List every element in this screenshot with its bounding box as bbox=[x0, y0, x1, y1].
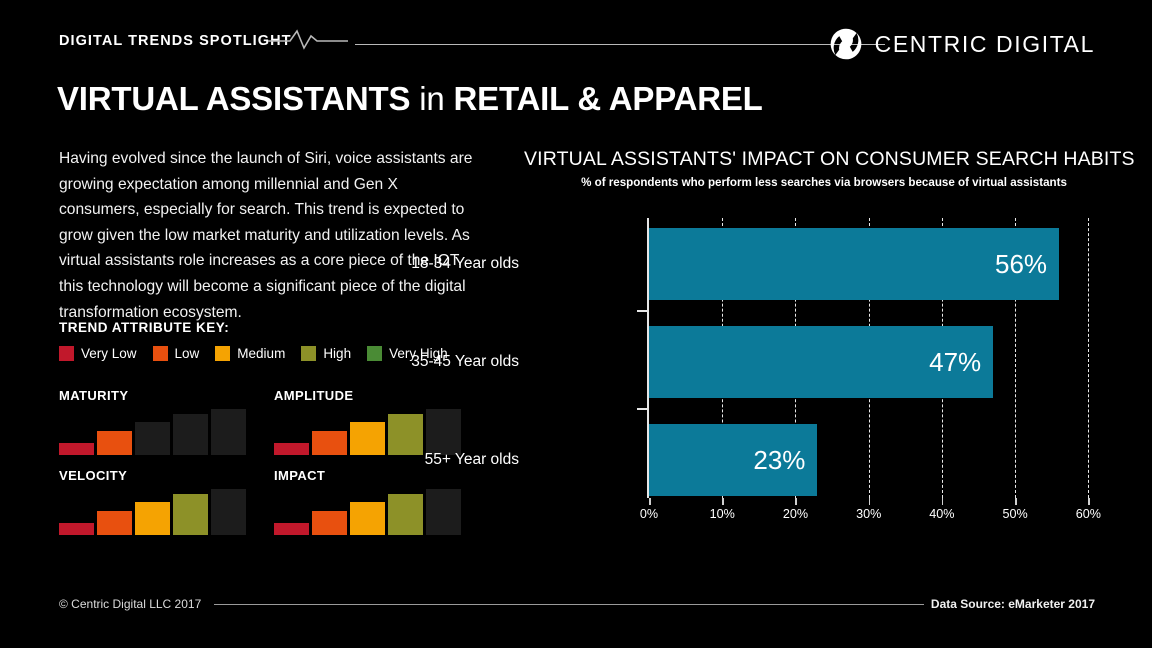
trend-key-swatch bbox=[367, 346, 383, 361]
y-axis-tick bbox=[637, 310, 649, 312]
footer-source: Data Source: eMarketer 2017 bbox=[930, 597, 1095, 611]
attribute-label: AMPLITUDE bbox=[274, 388, 354, 403]
trend-key-legend: Very Low Low Medium High Very High bbox=[59, 346, 464, 361]
chart-subtitle: % of respondents who perform less search… bbox=[581, 176, 1067, 189]
brand-name: CENTRIC DIGITAL bbox=[874, 30, 1095, 57]
pulse-line-icon bbox=[268, 29, 348, 50]
footer-copyright: © Centric Digital LLC 2017 bbox=[59, 597, 202, 611]
attribute-step bbox=[97, 431, 132, 455]
x-axis-tick-label: 40% bbox=[929, 507, 955, 521]
bar-value-label: 56% bbox=[995, 249, 1048, 279]
trend-key-title: TREND ATTRIBUTE KEY: bbox=[59, 320, 230, 335]
attribute-step bbox=[350, 502, 385, 535]
chart-title: VIRTUAL ASSISTANTS' IMPACT ON CONSUMER S… bbox=[524, 148, 1135, 170]
y-axis-tick bbox=[637, 408, 649, 410]
attribute-amplitude: AMPLITUDE bbox=[274, 388, 461, 455]
x-axis-tick bbox=[1015, 498, 1017, 505]
category-label: 35-45 Year olds bbox=[411, 353, 519, 370]
x-axis-tick bbox=[649, 498, 651, 505]
page-title: VIRTUAL ASSISTANTS in RETAIL & APPAREL bbox=[57, 80, 763, 118]
attribute-label: IMPACT bbox=[274, 468, 326, 483]
centric-digital-ring-logo-icon bbox=[830, 28, 861, 60]
trend-key-item: Medium bbox=[215, 346, 285, 361]
attribute-step bbox=[388, 414, 423, 455]
bar-value-label: 47% bbox=[929, 347, 982, 377]
bar: 47% bbox=[649, 326, 994, 398]
attribute-maturity: MATURITY bbox=[59, 388, 246, 455]
gridline bbox=[1015, 218, 1017, 498]
trend-key-label: Very High bbox=[389, 346, 448, 361]
trend-key-swatch bbox=[301, 346, 317, 361]
attribute-step bbox=[135, 502, 170, 535]
page-title-part2: RETAIL & APPAREL bbox=[453, 80, 763, 117]
brand-logo: CENTRIC DIGITAL bbox=[829, 27, 1095, 61]
attribute-step bbox=[350, 422, 385, 455]
attribute-rating-steps bbox=[274, 489, 461, 535]
trend-key-label: Low bbox=[174, 346, 200, 361]
trend-key-swatch bbox=[59, 346, 74, 361]
spotlight-kicker: DIGITAL TRENDS SPOTLIGHT bbox=[59, 33, 292, 49]
x-axis-tick bbox=[1088, 498, 1090, 505]
trend-key-item: High bbox=[301, 346, 351, 361]
x-axis-tick-label: 20% bbox=[782, 507, 809, 521]
x-axis: 0% 10% 20% 30% 40% 50% 60% bbox=[525, 498, 1105, 528]
x-axis-tick-label: 60% bbox=[1075, 507, 1101, 521]
bar: 56% bbox=[649, 228, 1060, 300]
category-label: 18-34 Year olds bbox=[411, 255, 519, 272]
attribute-step bbox=[274, 523, 309, 535]
attribute-step bbox=[97, 511, 132, 535]
trend-key-label: Medium bbox=[237, 346, 286, 361]
attribute-step bbox=[274, 443, 309, 455]
category-label: 55+ Year olds bbox=[424, 451, 519, 468]
x-axis-tick-label: 10% bbox=[709, 507, 735, 521]
gridline bbox=[1088, 218, 1090, 498]
attribute-velocity: VELOCITY bbox=[59, 468, 246, 535]
attribute-step bbox=[312, 511, 347, 535]
attribute-step bbox=[211, 489, 246, 535]
attribute-step bbox=[135, 422, 170, 455]
x-axis-tick bbox=[722, 498, 724, 505]
attribute-label: VELOCITY bbox=[59, 468, 128, 483]
page-title-connector: in bbox=[410, 80, 454, 117]
x-axis-tick bbox=[795, 498, 798, 505]
x-axis-tick bbox=[868, 498, 871, 505]
attribute-step bbox=[211, 409, 246, 455]
trend-key-swatch bbox=[215, 346, 231, 361]
attribute-step bbox=[426, 489, 461, 535]
x-axis-tick-label: 0% bbox=[639, 507, 659, 521]
bar: 23% bbox=[649, 424, 818, 496]
attribute-step bbox=[59, 523, 94, 535]
x-axis-tick-label: 30% bbox=[856, 507, 882, 521]
attribute-step bbox=[173, 414, 208, 455]
page-header: DIGITAL TRENDS SPOTLIGHT CENTRIC DIGITAL bbox=[0, 0, 1152, 72]
trend-key-item: Very Low bbox=[59, 346, 137, 361]
attribute-step bbox=[59, 443, 94, 455]
attribute-step bbox=[388, 494, 423, 535]
attribute-label: MATURITY bbox=[59, 388, 129, 403]
attribute-rating-steps bbox=[59, 409, 246, 455]
x-axis-tick-label: 50% bbox=[1002, 507, 1028, 521]
trend-key-label: High bbox=[323, 346, 352, 361]
attribute-rating-steps bbox=[274, 409, 461, 455]
trend-key-label: Very Low bbox=[81, 346, 137, 361]
attribute-impact: IMPACT bbox=[274, 468, 461, 535]
y-axis-line bbox=[647, 218, 649, 498]
trend-key-swatch bbox=[152, 346, 168, 361]
header-divider bbox=[355, 43, 885, 45]
attribute-step bbox=[312, 431, 347, 455]
trend-key-item: Low bbox=[152, 346, 200, 361]
attribute-rating-steps bbox=[59, 489, 246, 535]
bar-value-label: 23% bbox=[753, 445, 806, 475]
attribute-step bbox=[173, 494, 208, 535]
page-title-part1: VIRTUAL ASSISTANTS bbox=[57, 80, 411, 117]
trend-key-item: Very High bbox=[367, 346, 448, 361]
x-axis-tick bbox=[941, 498, 944, 505]
summary-paragraph: Having evolved since the launch of Siri,… bbox=[59, 150, 473, 321]
footer-divider bbox=[214, 603, 924, 605]
attribute-step bbox=[426, 409, 461, 455]
bar-chart-plot: 56% 18-34 Year olds 47% 35-45 Year olds 23% 5… bbox=[411, 218, 1105, 498]
